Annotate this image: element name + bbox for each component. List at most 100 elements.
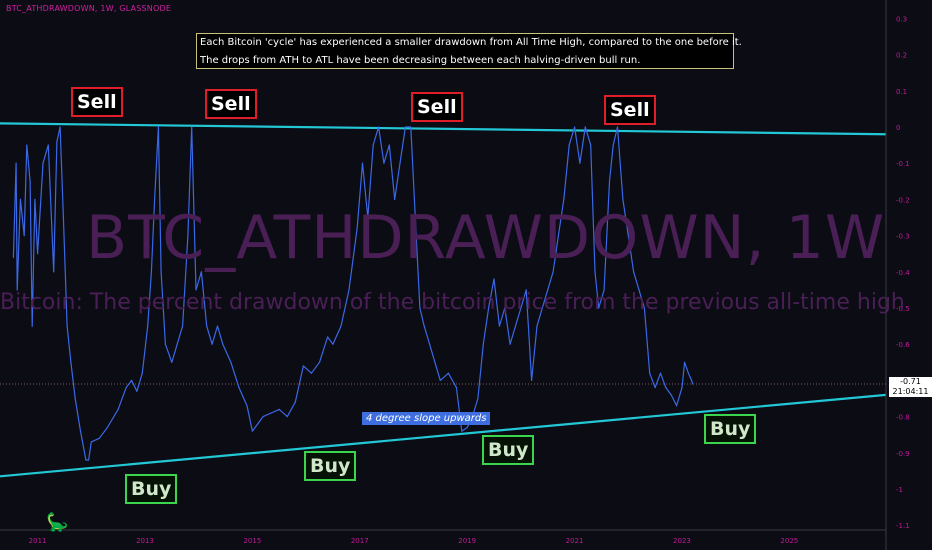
sell-label-3[interactable]: Sell [411, 92, 463, 122]
note-line-1: Each Bitcoin 'cycle' has experienced a s… [200, 37, 742, 48]
series-point [482, 343, 484, 345]
series-point [388, 144, 390, 146]
x-tick-label: 2015 [243, 537, 261, 545]
series-point [85, 459, 87, 461]
series-point [383, 162, 385, 164]
series-point [294, 401, 296, 403]
series-point [541, 307, 543, 309]
y-tick-label: -1 [896, 486, 903, 494]
series-point [53, 271, 55, 273]
series-point [36, 253, 39, 255]
note-box[interactable]: Each Bitcoin 'cycle' has experienced a s… [196, 33, 742, 69]
series-point [26, 144, 28, 146]
series-point [340, 325, 342, 327]
series-point [230, 361, 232, 363]
series-point [423, 325, 425, 327]
series-point [262, 416, 264, 418]
series-point [187, 235, 189, 237]
x-tick-label: 2017 [351, 537, 369, 545]
x-tick-label: 2011 [29, 537, 47, 545]
series-point [675, 405, 678, 407]
y-tick-label: -0.4 [896, 269, 910, 277]
series-point [687, 372, 689, 374]
series-point [568, 144, 570, 146]
series-point [394, 198, 396, 200]
series-point [622, 198, 624, 200]
x-tick-label: 2025 [780, 537, 798, 545]
watermark-title: BTC_ATHDRAWDOWN, 1W [86, 203, 886, 273]
x-tick-label: 2013 [136, 537, 154, 545]
buy-label-2[interactable]: Buy [304, 451, 357, 481]
series-point [525, 289, 527, 291]
slope-annotation[interactable]: 4 degree slope upwards [362, 412, 491, 425]
series-point [633, 271, 635, 273]
series-point [191, 126, 193, 128]
series-point [141, 372, 143, 374]
series-point [47, 144, 49, 146]
series-point [171, 361, 173, 363]
series-point [691, 379, 693, 381]
buy-label-3[interactable]: Buy [482, 435, 535, 465]
buy-label-4[interactable]: Buy [704, 414, 757, 444]
series-point [195, 289, 197, 291]
series-point [12, 256, 15, 258]
series-point [367, 216, 369, 219]
series-point [79, 430, 82, 432]
series-point [509, 343, 511, 345]
series-point [34, 198, 36, 200]
tradingview-dino-icon[interactable]: 🦕 [46, 512, 69, 533]
series-point [488, 307, 490, 309]
series-point [439, 379, 441, 381]
series-point [98, 437, 100, 439]
series-point [410, 126, 412, 128]
series-point [415, 235, 417, 237]
trendline-1 [0, 122, 887, 136]
series-point [270, 412, 272, 414]
series-point [147, 325, 149, 327]
y-tick-label: 0.2 [896, 52, 907, 60]
sell-label-4[interactable]: Sell [604, 95, 656, 125]
series-point [211, 343, 213, 345]
series-point [404, 126, 407, 128]
series-point [19, 198, 22, 200]
y-tick-label: -0.5 [896, 305, 910, 313]
series-point [318, 361, 321, 363]
series-point [654, 387, 656, 389]
series-point [59, 126, 61, 128]
trendline-2 [0, 393, 887, 478]
series-point [455, 387, 458, 389]
buy-label-1[interactable]: Buy [125, 474, 178, 504]
sell-label-2[interactable]: Sell [205, 89, 257, 119]
series-point [70, 361, 72, 363]
series-point [361, 162, 364, 164]
series-point [130, 379, 133, 381]
series-point [598, 307, 600, 309]
series-point [181, 325, 184, 327]
series-point [157, 126, 160, 128]
x-tick-label: 2021 [566, 537, 584, 545]
series-point [557, 235, 560, 237]
series-point [434, 361, 436, 363]
series-point [117, 408, 119, 410]
series-point [563, 198, 565, 200]
trendline-layer [0, 122, 887, 478]
series-point [176, 343, 178, 345]
series-point [498, 325, 500, 327]
price-tag-value: -0.71 [900, 377, 921, 386]
series-point [670, 394, 672, 396]
y-tick-label: -0.6 [896, 341, 910, 349]
series-point [15, 162, 17, 164]
sell-label-1[interactable]: Sell [71, 87, 123, 117]
series-point [659, 372, 662, 374]
series-point [238, 387, 240, 389]
series-point [684, 361, 686, 363]
series-layer [12, 126, 694, 461]
series-point [681, 387, 683, 389]
series-point [206, 325, 208, 327]
series-point [150, 271, 153, 273]
y-tick-label: 0.1 [896, 88, 907, 96]
series-point [514, 325, 517, 327]
series-point [154, 198, 156, 200]
series-point [125, 387, 127, 389]
